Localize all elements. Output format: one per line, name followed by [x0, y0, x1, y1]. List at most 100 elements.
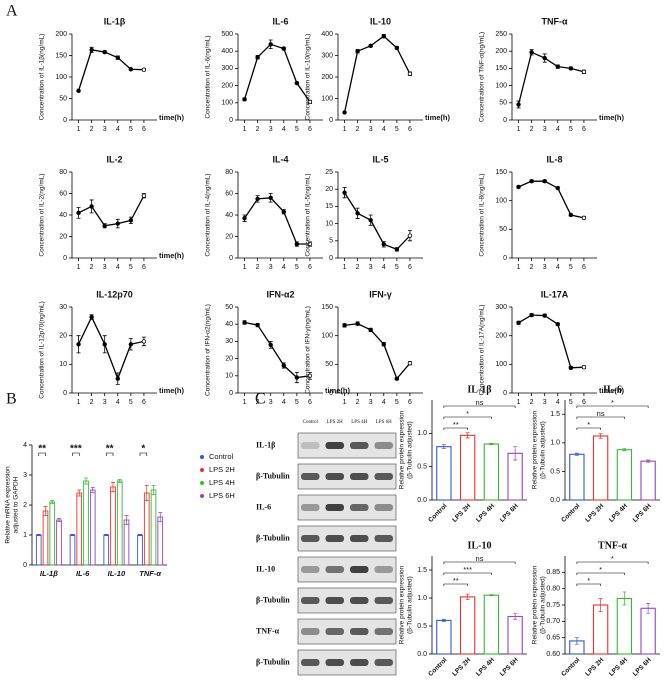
line [343, 192, 411, 251]
x-tick-label: 4 [382, 399, 386, 406]
x-tick-label: 3 [269, 399, 273, 406]
significance-bracket [443, 572, 492, 575]
data-point [581, 69, 587, 75]
x-tick-label: 4 [116, 264, 120, 271]
y-axis-label: Concentration of IL-12p70(ng/mL) [39, 301, 46, 399]
error-bar [622, 591, 627, 606]
x-tick-label: IL-10 [108, 569, 126, 578]
significance-label: ** [453, 420, 459, 429]
error-bar [124, 515, 129, 525]
blot-band [374, 473, 393, 480]
error-bar [50, 500, 55, 504]
significance-label: ns [476, 554, 484, 563]
chart-title: TNF-α [541, 16, 567, 26]
y-tick-label: 20 [225, 233, 233, 240]
blot-band [301, 566, 320, 573]
data-point [342, 323, 347, 328]
data-point [115, 55, 120, 60]
x-tick-label: LPS 4H [475, 656, 496, 677]
error-bar [513, 446, 518, 461]
y-tick-label: 30 [59, 304, 67, 311]
y-tick-label: 0.60 [546, 651, 560, 658]
y-axis-label: Concentration of IL-2(ng/mL) [39, 173, 46, 256]
significance-bracket [139, 452, 148, 456]
legend-label: LPS 4H [209, 478, 235, 487]
y-axis-label: Relative mRNA expression [5, 466, 12, 544]
data-point [141, 339, 147, 344]
x-tick-label: 1 [517, 399, 521, 406]
x-tick-label: 3 [543, 264, 547, 271]
y-tick-label: 0 [329, 117, 333, 124]
y-tick-label: 0.0 [417, 497, 427, 504]
y-axis-label: Relative protein expression [399, 410, 406, 489]
error-bar [574, 452, 579, 456]
data-point [128, 67, 134, 72]
y-axis-label: Concentration of TNF-α(ng/mL) [479, 32, 486, 122]
significance-label: * [141, 444, 145, 455]
error-bar [465, 432, 470, 439]
y-tick-label: 500 [221, 31, 233, 38]
y-tick-label: 200 [495, 48, 507, 55]
y-tick-label: 10 [225, 373, 233, 380]
significance-label: * [587, 576, 590, 585]
legend-label: LPS 6H [209, 491, 235, 500]
blot-band [350, 473, 369, 480]
error-bar [598, 433, 603, 439]
x-tick-label: 1 [517, 264, 521, 271]
x-tick-label: 3 [103, 399, 107, 406]
data-point [307, 99, 313, 105]
x-tick-label: 4 [556, 264, 560, 271]
data-point [141, 193, 147, 198]
y-tick-label: 300 [321, 52, 333, 59]
y-axis-label: Concentration of IFN-α2(ng/mL) [205, 304, 212, 396]
y-tick-label: 0 [503, 117, 507, 124]
significance-label: *** [70, 444, 82, 455]
y-tick-label: 80 [225, 169, 233, 176]
significance-label: ns [597, 409, 605, 418]
significance-bracket [576, 561, 649, 564]
chart-title: IL-10 [468, 540, 492, 551]
x-tick-label: 3 [269, 126, 273, 133]
blot-band [350, 597, 369, 604]
y-axis-label: (β-Tubulin adjusted) [540, 421, 547, 479]
blot-band [374, 566, 393, 573]
x-tick-label: LPS 2H [584, 656, 605, 677]
significance-bracket [443, 583, 468, 586]
error-bar [43, 506, 48, 516]
x-tick-label: 4 [382, 126, 386, 133]
y-axis-label: Relative protein expression [399, 565, 406, 644]
chart-title: IL-4 [272, 154, 288, 164]
error-bar [90, 487, 95, 493]
y-tick-label: 0 [63, 255, 67, 262]
error-bar [57, 518, 61, 522]
error-bar [513, 613, 518, 620]
data-point [115, 221, 120, 226]
chart-title: IL-1β [467, 384, 491, 395]
y-tick-label: 150 [495, 65, 507, 72]
y-tick-label: 400 [321, 31, 333, 38]
x-tick-label: 5 [295, 264, 299, 271]
blot-row-label: β-Tubulin [256, 533, 290, 542]
x-axis-label: time(h) [599, 386, 625, 395]
error-bar [489, 594, 494, 597]
y-tick-label: 150 [55, 52, 67, 59]
y-tick-label: 0 [503, 255, 507, 262]
bar [592, 604, 609, 655]
legend-marker [200, 481, 204, 485]
y-tick-label: 100 [55, 74, 67, 81]
y-tick-label: 150 [321, 304, 333, 311]
x-tick-label: 2 [356, 399, 360, 406]
x-tick-label: 1 [343, 264, 347, 271]
data-point [394, 45, 400, 51]
significance-bracket [576, 405, 649, 408]
blot-row-label: β-Tubulin [256, 595, 290, 604]
y-tick-label: 40 [225, 212, 233, 219]
y-tick-label: 0.5 [417, 464, 427, 471]
data-point [141, 67, 147, 72]
error-bar [70, 534, 75, 536]
x-tick-label: 5 [395, 126, 399, 133]
bar [69, 534, 76, 566]
y-tick-label: 10 [59, 361, 67, 368]
bar [143, 492, 150, 566]
data-point [542, 313, 547, 318]
